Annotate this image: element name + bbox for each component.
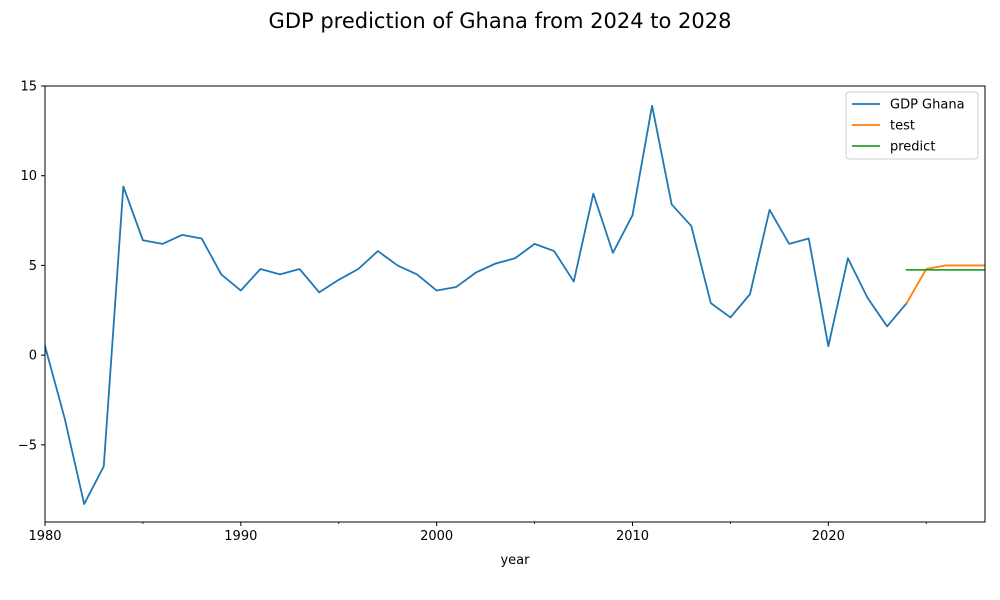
legend-label-test: test [890, 119, 915, 134]
axes-frame [44, 85, 986, 523]
legend-label-predict: predict [890, 140, 935, 155]
legend-box [845, 91, 979, 160]
series-line-gdp-ghana [45, 104, 908, 505]
y-tick-label: 0 [29, 349, 37, 364]
chart-title: GDP prediction of Ghana from 2024 to 202… [269, 9, 732, 33]
x-tick-label: 2020 [812, 529, 845, 544]
y-tick-label: 15 [20, 80, 37, 95]
x-tick-label: 1990 [224, 529, 257, 544]
legend: GDP Ghana test predict [845, 91, 979, 160]
y-tick-label: 5 [29, 259, 37, 274]
y-tick-label: 10 [20, 169, 37, 184]
x-tick-label: 2000 [420, 529, 453, 544]
x-tick-label: 1980 [28, 529, 61, 544]
y-tick-label: −5 [18, 438, 37, 453]
legend-label-gdp-ghana: GDP Ghana [890, 98, 965, 113]
series-line-test [905, 264, 985, 305]
x-axis: 1980 1990 2000 2010 2020 [28, 522, 927, 544]
series-layer [45, 104, 985, 505]
x-tick-label: 2010 [616, 529, 649, 544]
y-axis: −5 0 5 10 15 [18, 80, 45, 453]
x-axis-label: year [500, 553, 530, 568]
